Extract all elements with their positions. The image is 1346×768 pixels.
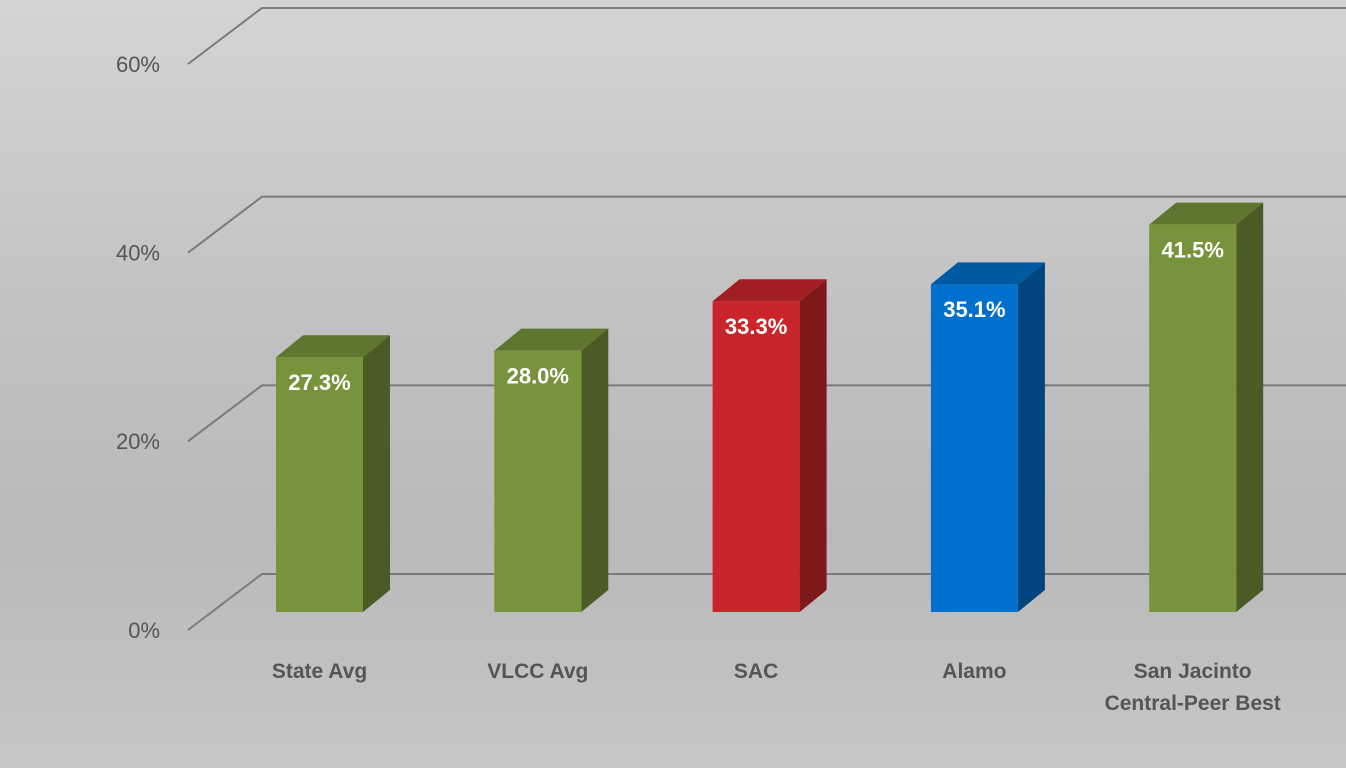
x-tick-label: State Avg: [271, 660, 368, 683]
bar: [1149, 224, 1237, 612]
bar-side: [363, 335, 390, 612]
bar-side: [1017, 262, 1045, 612]
bar-side: [581, 328, 609, 612]
bar: [494, 350, 582, 612]
bar-top: [712, 279, 827, 302]
value-label: 33.3%: [725, 314, 787, 339]
bar-top: [1149, 202, 1264, 225]
bar-top: [276, 335, 390, 358]
bar: [712, 301, 800, 612]
bar: [930, 284, 1018, 612]
grid-line: [187, 195, 1346, 254]
bar: [276, 357, 363, 612]
y-tick-label: 60%: [116, 52, 160, 77]
bar-side: [1236, 202, 1264, 612]
y-tick-label: 40%: [116, 240, 160, 265]
bar-top: [930, 262, 1045, 285]
x-tick-label: Alamo: [942, 660, 1007, 683]
y-tick-label: 0%: [128, 618, 160, 643]
x-tick-label: SAC: [733, 660, 779, 683]
bar-top: [494, 328, 609, 351]
value-label: 28.0%: [507, 363, 569, 388]
bar-side: [799, 279, 827, 612]
y-tick-label: 20%: [116, 429, 160, 454]
value-label: 35.1%: [943, 297, 1005, 322]
value-label: 27.3%: [288, 370, 350, 395]
x-tick-label: San Jacinto Central-Peer Best: [1104, 660, 1281, 715]
x-tick-label: VLCC Avg: [487, 660, 589, 683]
value-label: 41.5%: [1162, 237, 1224, 262]
grid-line: [187, 7, 1346, 65]
